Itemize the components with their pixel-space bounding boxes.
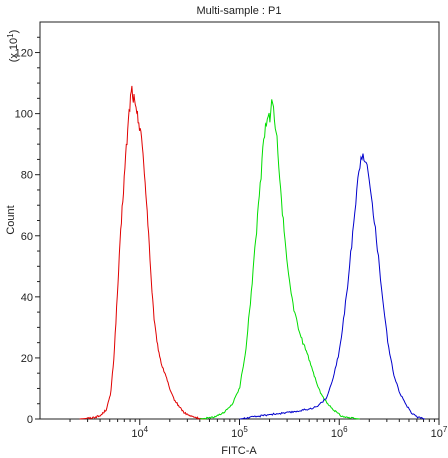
series-line [199,99,360,420]
x-axis-ticks: 104 105 106 107 [69,419,448,440]
y-axis-label: Count [5,205,17,234]
x-tick-label: 104 [131,425,148,440]
y-tick-label: 80 [21,170,33,182]
y-tick-label: 60 [21,231,33,243]
x-tick-label: 105 [231,425,248,440]
x-tick-label: 106 [331,425,348,440]
y-tick-label: 0 [27,414,33,426]
y-tick-label: 20 [21,353,33,365]
x-tick-label: 107 [431,425,448,440]
x-axis-label: FITC-A [221,445,257,457]
series-layer [79,85,425,420]
plot-frame [39,21,440,420]
chart-title: Multi-sample : P1 [197,5,282,17]
y-tick-label: 120 [15,48,33,60]
y-axis-multiplier: (x 101) [6,30,20,63]
y-tick-label: 40 [21,292,33,304]
y-tick-label: 100 [15,109,33,121]
series-line [239,153,425,420]
series-line [79,85,205,420]
y-axis-ticks: 0 20 40 60 80 100 120 [15,36,40,426]
